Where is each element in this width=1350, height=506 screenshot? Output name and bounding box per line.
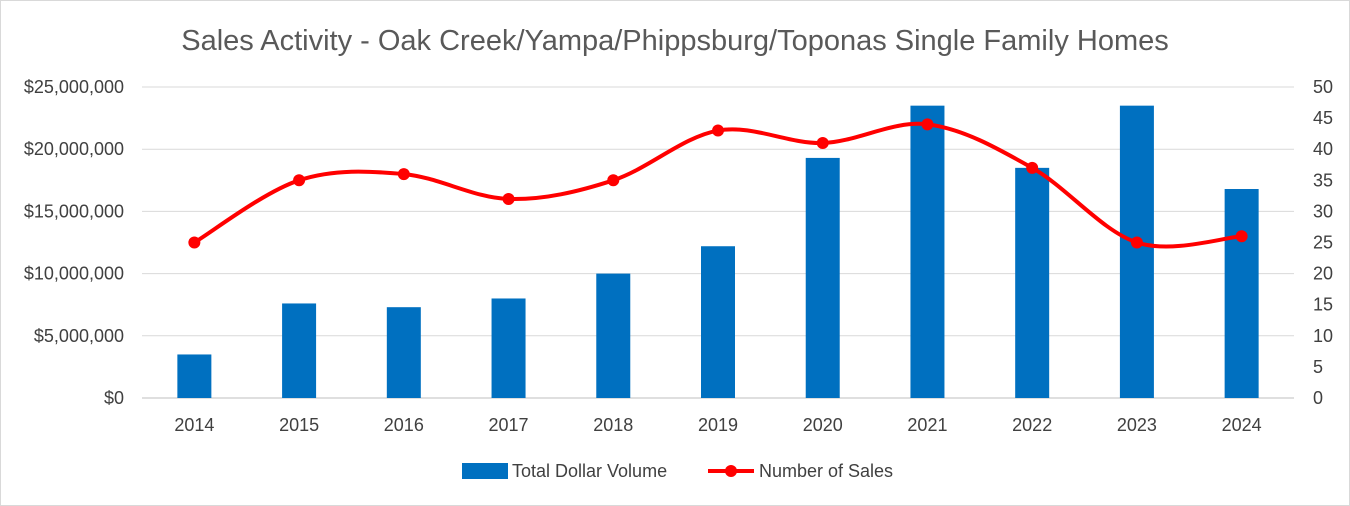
x-axis-tick-label: 2020 — [803, 415, 843, 435]
legend: Total Dollar Volume Number of Sales — [462, 461, 893, 481]
left-axis: $0 $5,000,000 $10,000,000 $15,000,000 $20,00… — [24, 77, 124, 408]
legend-label-number-of-sales: Number of Sales — [759, 461, 893, 481]
bar-2024 — [1224, 189, 1259, 398]
right-axis-tick-label: 30 — [1313, 201, 1333, 221]
bar-series — [177, 105, 1259, 398]
point-2016 — [397, 168, 410, 181]
bar-2017 — [491, 298, 526, 398]
x-axis-tick-label: 2022 — [1012, 415, 1052, 435]
right-axis-tick-label: 45 — [1313, 108, 1333, 128]
bar-2021 — [910, 105, 945, 398]
point-2017 — [502, 192, 515, 205]
chart-title: Sales Activity - Oak Creek/Yampa/Phippsb… — [181, 25, 1169, 57]
left-axis-tick-label: $20,000,000 — [24, 139, 124, 159]
x-axis-tick-label: 2016 — [384, 415, 424, 435]
right-axis-tick-label: 0 — [1313, 388, 1323, 408]
x-axis-tick-label: 2021 — [907, 415, 947, 435]
x-axis-tick-label: 2019 — [698, 415, 738, 435]
bar-2016 — [386, 307, 421, 398]
left-axis-tick-label: $5,000,000 — [34, 326, 124, 346]
line-number-of-sales — [192, 121, 1244, 249]
x-axis-tick-label: 2018 — [593, 415, 633, 435]
point-2023 — [1130, 236, 1143, 249]
right-axis-tick-label: 25 — [1313, 233, 1333, 253]
left-axis-tick-label: $0 — [104, 388, 124, 408]
right-axis: 0 5 10 15 20 25 30 35 40 45 50 — [1313, 77, 1333, 408]
bar-2022 — [1015, 167, 1050, 398]
x-axis-tick-label: 2015 — [279, 415, 319, 435]
legend-label-total-dollar-volume: Total Dollar Volume — [512, 461, 667, 481]
point-2015 — [293, 174, 306, 187]
point-2021 — [921, 118, 934, 131]
right-axis-tick-label: 40 — [1313, 139, 1333, 159]
point-2022 — [1026, 161, 1039, 174]
legend-swatch-total-dollar-volume — [462, 463, 508, 479]
x-axis: 2014 2015 2016 2017 2018 2019 2020 2021 2022 2023… — [174, 415, 1261, 435]
x-axis-tick-label: 2023 — [1117, 415, 1157, 435]
line-series — [188, 118, 1248, 249]
right-axis-tick-label: 10 — [1313, 326, 1333, 346]
gridlines — [142, 86, 1294, 399]
bar-2023 — [1119, 105, 1154, 398]
bar-2018 — [596, 273, 631, 398]
right-axis-tick-label: 5 — [1313, 357, 1323, 377]
right-axis-tick-label: 20 — [1313, 264, 1333, 284]
bar-2015 — [282, 303, 317, 398]
x-axis-tick-label: 2024 — [1222, 415, 1262, 435]
x-axis-tick-label: 2014 — [174, 415, 214, 435]
right-axis-tick-label: 15 — [1313, 295, 1333, 315]
left-axis-tick-label: $15,000,000 — [24, 201, 124, 221]
left-axis-tick-label: $25,000,000 — [24, 77, 124, 97]
point-2024 — [1235, 230, 1248, 243]
point-2019 — [712, 124, 724, 137]
point-2014 — [188, 236, 201, 249]
bar-2019 — [701, 246, 735, 398]
left-axis-tick-label: $10,000,000 — [24, 264, 124, 284]
bar-2014 — [177, 354, 212, 398]
right-axis-tick-label: 50 — [1313, 77, 1333, 97]
point-2020 — [816, 136, 829, 149]
legend-swatch-number-of-sales-marker — [725, 465, 737, 477]
right-axis-tick-label: 35 — [1313, 170, 1333, 190]
bar-2020 — [805, 157, 840, 398]
x-axis-tick-label: 2017 — [489, 415, 529, 435]
point-2018 — [607, 174, 620, 187]
